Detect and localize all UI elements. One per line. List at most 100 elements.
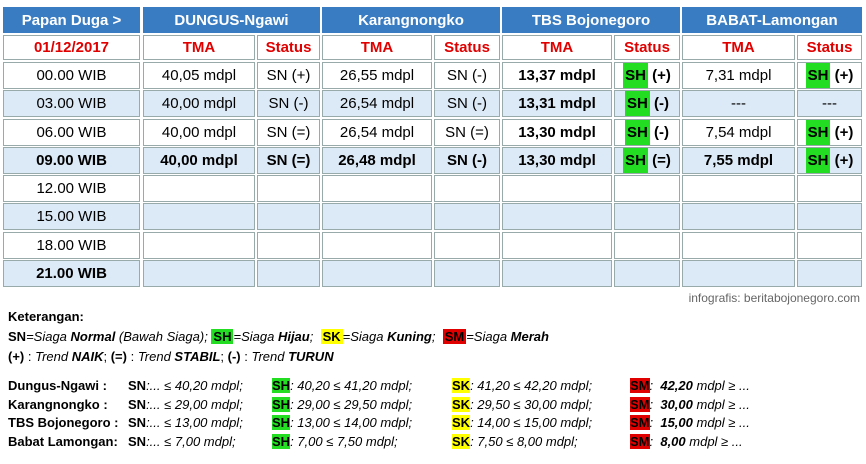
- time-cell: 12.00 WIB: [3, 175, 140, 202]
- data-cell: SN (=): [257, 146, 320, 174]
- header-cell: BABAT-Lamongan: [682, 7, 862, 33]
- level-badge: SK: [452, 434, 471, 450]
- level-text: mdpl ≥ ...: [692, 396, 750, 412]
- level-text: 30,00: [660, 396, 693, 412]
- subheader-cell: TMA: [502, 35, 612, 60]
- data-cell: 7,31 mdpl: [682, 62, 795, 89]
- empty-cell: [797, 175, 862, 202]
- data-cell: SN (=): [257, 118, 320, 146]
- level-range: SK: 41,20 ≤ 42,20 mdpl;: [452, 378, 592, 393]
- subheader-cell: Status: [797, 35, 862, 60]
- status-cell: SH (+): [797, 146, 862, 174]
- legend-text: (Bawah Siaga);: [115, 329, 212, 344]
- data-cell: 26,54 mdpl: [322, 90, 432, 118]
- level-range: SK: 14,00 ≤ 15,00 mdpl;: [452, 415, 592, 431]
- level-name: Babat Lamongan:: [8, 434, 118, 450]
- status-badge: SH: [805, 119, 831, 145]
- level-badge: SN: [128, 415, 147, 431]
- level-range: SM: 8,00 mdpl ≥ ...: [630, 434, 743, 450]
- subheader-cell: TMA: [143, 35, 255, 60]
- level-text: 42,20: [660, 378, 693, 393]
- data-cell: SN (=): [434, 118, 500, 146]
- empty-cell: [682, 231, 795, 259]
- legend-text: :: [24, 349, 36, 364]
- empty-cell: [797, 259, 862, 287]
- level-text: : 41,20 ≤ 42,20 mdpl;: [470, 378, 593, 393]
- level-badge: SK: [452, 396, 471, 412]
- empty-cell: [257, 175, 320, 202]
- level-text: :... ≤ 7,00 mdpl;: [146, 434, 236, 450]
- level-badge: SM: [630, 378, 650, 393]
- empty-cell: [434, 231, 500, 259]
- level-text: 15,00: [660, 415, 693, 431]
- data-cell: ---: [682, 90, 795, 118]
- time-cell: 00.00 WIB: [3, 62, 140, 89]
- level-range: SH: 7,00 ≤ 7,50 mdpl;: [272, 434, 398, 450]
- level-range: SN:... ≤ 7,00 mdpl;: [128, 434, 236, 449]
- legend-text: :: [240, 349, 252, 364]
- legend-text: Trend: [35, 349, 72, 364]
- status-trend: (=): [647, 151, 671, 169]
- empty-cell: [143, 259, 255, 287]
- time-cell: 06.00 WIB: [3, 118, 140, 146]
- legend-text: SN: [8, 329, 27, 344]
- level-text: : 7,00 ≤ 7,50 mdpl;: [290, 434, 398, 450]
- status-badge: SH: [805, 147, 831, 173]
- empty-cell: [682, 203, 795, 231]
- legend-text: Kuning: [387, 329, 432, 344]
- legend-text: NAIK: [71, 349, 104, 364]
- level-badge: SN: [128, 434, 147, 450]
- data-cell: 7,54 mdpl: [682, 118, 795, 146]
- empty-cell: [614, 203, 680, 231]
- empty-cell: [434, 259, 500, 287]
- level-badge: SH: [272, 434, 291, 450]
- legend-text: (-): [227, 349, 241, 364]
- level-name: TBS Bojonegoro :: [8, 415, 119, 431]
- subheader-cell: TMA: [682, 35, 795, 60]
- data-cell: ---: [797, 90, 862, 118]
- status-badge: SH: [805, 63, 831, 88]
- empty-cell: [322, 259, 432, 287]
- empty-cell: [143, 175, 255, 202]
- status-cell: SH (=): [614, 146, 680, 174]
- level-name: Dungus-Ngawi :: [8, 378, 107, 393]
- level-text: mdpl ≥ ...: [692, 378, 750, 393]
- legend-badge: SM: [442, 329, 467, 344]
- data-cell: 13,37 mdpl: [502, 62, 612, 89]
- empty-cell: [322, 231, 432, 259]
- data-cell: 40,00 mdpl: [143, 90, 255, 118]
- legend-text: ;: [103, 349, 111, 364]
- empty-cell: [502, 175, 612, 202]
- time-cell: 09.00 WIB: [3, 146, 140, 174]
- legend-text: ;: [220, 349, 228, 364]
- status-trend: (-): [649, 123, 669, 141]
- empty-cell: [143, 231, 255, 259]
- level-range: SH: 40,20 ≤ 41,20 mdpl;: [272, 378, 412, 393]
- level-text: :: [649, 434, 661, 450]
- header-cell: TBS Bojonegoro: [502, 7, 680, 33]
- status-trend: (+): [830, 67, 854, 84]
- subheader-cell: TMA: [322, 35, 432, 60]
- time-cell: 21.00 WIB: [3, 259, 140, 287]
- level-badge: SH: [272, 396, 291, 412]
- legend-text: =Siaga: [233, 329, 278, 344]
- empty-cell: [797, 203, 862, 231]
- status-badge: SH: [623, 147, 648, 173]
- data-cell: SN (-): [434, 146, 500, 174]
- level-text: : 29,00 ≤ 29,50 mdpl;: [290, 396, 413, 412]
- data-cell: SN (+): [257, 62, 320, 89]
- empty-cell: [614, 175, 680, 202]
- status-cell: SH (+): [797, 62, 862, 89]
- data-cell: SN (-): [257, 90, 320, 118]
- status-badge: SH: [625, 91, 650, 117]
- level-text: :... ≤ 13,00 mdpl;: [146, 415, 243, 431]
- status-cell: SH (+): [797, 118, 862, 146]
- empty-cell: [614, 259, 680, 287]
- empty-cell: [502, 231, 612, 259]
- level-range: SN:... ≤ 29,00 mdpl;: [128, 397, 243, 412]
- level-text: mdpl ≥ ...: [685, 434, 743, 450]
- level-badge: SM: [630, 415, 650, 431]
- data-cell: 40,00 mdpl: [143, 146, 255, 174]
- level-text: mdpl ≥ ...: [692, 415, 750, 431]
